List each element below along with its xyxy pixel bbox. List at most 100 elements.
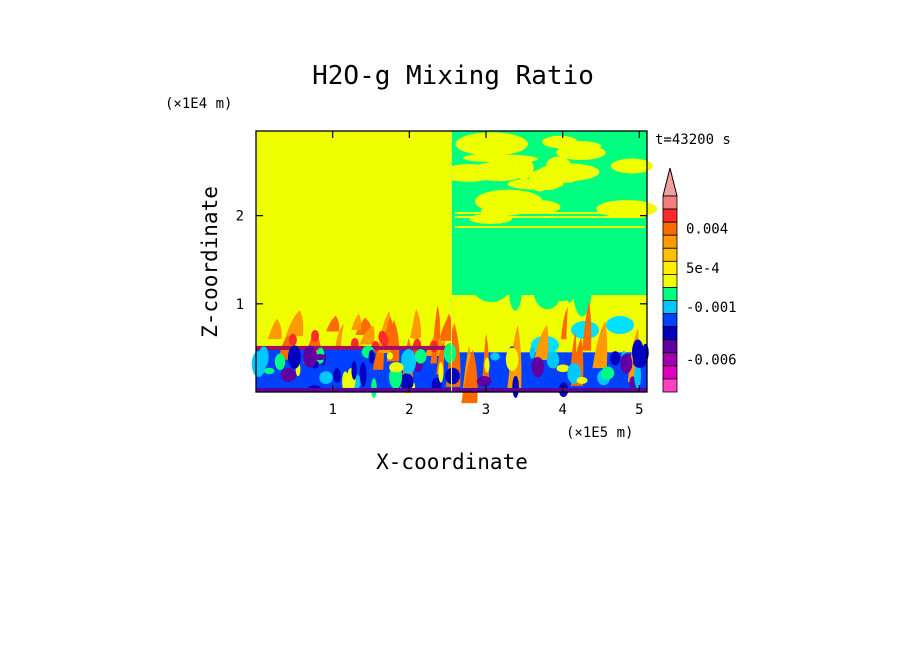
field-blob <box>576 376 588 384</box>
colorbar-band <box>662 273 678 288</box>
field-blob <box>632 356 647 368</box>
field-blob <box>455 132 528 156</box>
field-blob <box>471 253 491 286</box>
field-blob <box>470 161 528 182</box>
field-blob <box>601 366 615 380</box>
y-tick-label: 1 <box>236 297 244 313</box>
x-tick-label: 1 <box>328 402 336 418</box>
colorbar-band <box>662 313 678 328</box>
field-blob <box>477 154 538 164</box>
field-blob <box>556 364 570 373</box>
field-blob <box>507 178 564 190</box>
x-tick-label: 3 <box>482 402 490 418</box>
colorbar-band <box>662 339 678 354</box>
field-plume <box>285 309 304 337</box>
field-blob <box>400 373 414 391</box>
colorbar-band <box>662 234 678 249</box>
field-blob <box>359 362 367 387</box>
colorbar-band <box>662 221 678 236</box>
field-blob <box>529 346 536 359</box>
colorbar-label: -0.006 <box>686 352 737 368</box>
field-blob <box>280 367 297 382</box>
y-unit-label: (×1E4 m) <box>165 96 232 112</box>
field-boundary <box>256 345 452 350</box>
colorbar-band <box>662 260 678 275</box>
x-tick-label: 5 <box>635 402 643 418</box>
field-blob <box>274 353 286 371</box>
field-plume <box>439 315 453 339</box>
field-plume <box>359 325 375 345</box>
colorbar-band <box>662 365 678 380</box>
field-region-0 <box>256 131 452 348</box>
colorbar-band <box>662 287 678 301</box>
field-blob <box>556 145 606 161</box>
field-blob <box>476 376 492 387</box>
field-plume <box>413 312 420 340</box>
x-tick-label: 4 <box>558 402 566 418</box>
field-plume <box>267 318 282 340</box>
field-plume <box>433 305 441 339</box>
y-axis-label: Z-coordinate <box>198 186 222 338</box>
field-blob <box>319 371 333 385</box>
field-blob <box>634 363 642 389</box>
field-blob <box>474 189 543 214</box>
field-plume <box>335 323 345 348</box>
field-streak <box>455 212 645 214</box>
colorbar-band <box>662 195 678 210</box>
field-blob <box>314 354 327 361</box>
field-blob <box>484 357 490 373</box>
field-blob <box>505 347 519 372</box>
colorbar-band <box>662 352 678 367</box>
x-axis-label: X-coordinate <box>376 450 528 474</box>
field-blob <box>263 367 275 375</box>
field-blob <box>386 352 393 360</box>
field-plume <box>592 320 608 369</box>
colorbar: 0.004 5e-4 -0.001 -0.006 <box>662 167 737 393</box>
field-blob <box>333 368 341 383</box>
field-blob <box>401 352 409 364</box>
field-plume <box>560 306 568 340</box>
field-blob <box>389 362 404 373</box>
field-blob <box>288 333 297 346</box>
field-plume <box>325 315 340 332</box>
field-blob <box>303 345 317 368</box>
field-plume <box>351 313 362 331</box>
plot-detail-layer <box>251 131 658 404</box>
field-blob <box>414 349 427 364</box>
y-axis: 12 <box>236 209 647 313</box>
field-blob <box>351 360 357 380</box>
field-blob <box>491 246 506 267</box>
field-blob <box>311 330 320 343</box>
colorbar-label: 0.004 <box>686 222 728 238</box>
plot-frame <box>255 130 648 393</box>
field-blob <box>342 371 349 392</box>
field-blob <box>606 316 634 334</box>
colorbar-band <box>662 326 678 341</box>
field-plume <box>582 301 592 351</box>
field-blob <box>287 345 301 369</box>
field-blob <box>573 263 592 317</box>
field-blob <box>544 237 564 277</box>
field-blob <box>380 334 389 347</box>
y-tick-label: 2 <box>236 209 244 225</box>
colorbar-band <box>662 300 678 314</box>
field-blob <box>546 351 560 369</box>
colorbar-label: -0.001 <box>686 300 737 316</box>
field-blob <box>543 275 580 302</box>
field-blob <box>368 349 375 364</box>
field-blob <box>537 163 600 182</box>
colorbar-band <box>662 247 678 262</box>
field-blob <box>251 351 266 377</box>
field-blob <box>509 276 522 311</box>
colorbar-band <box>662 208 678 223</box>
field-blob <box>445 367 460 385</box>
colorbar-label: 5e-4 <box>686 261 720 277</box>
field-blob <box>438 362 444 383</box>
field-blob <box>443 343 457 364</box>
x-unit-label: (×1E5 m) <box>566 425 633 441</box>
field-plume <box>278 330 292 360</box>
field-blob <box>490 352 500 361</box>
field-streak <box>455 216 645 218</box>
field-plume <box>534 324 549 360</box>
